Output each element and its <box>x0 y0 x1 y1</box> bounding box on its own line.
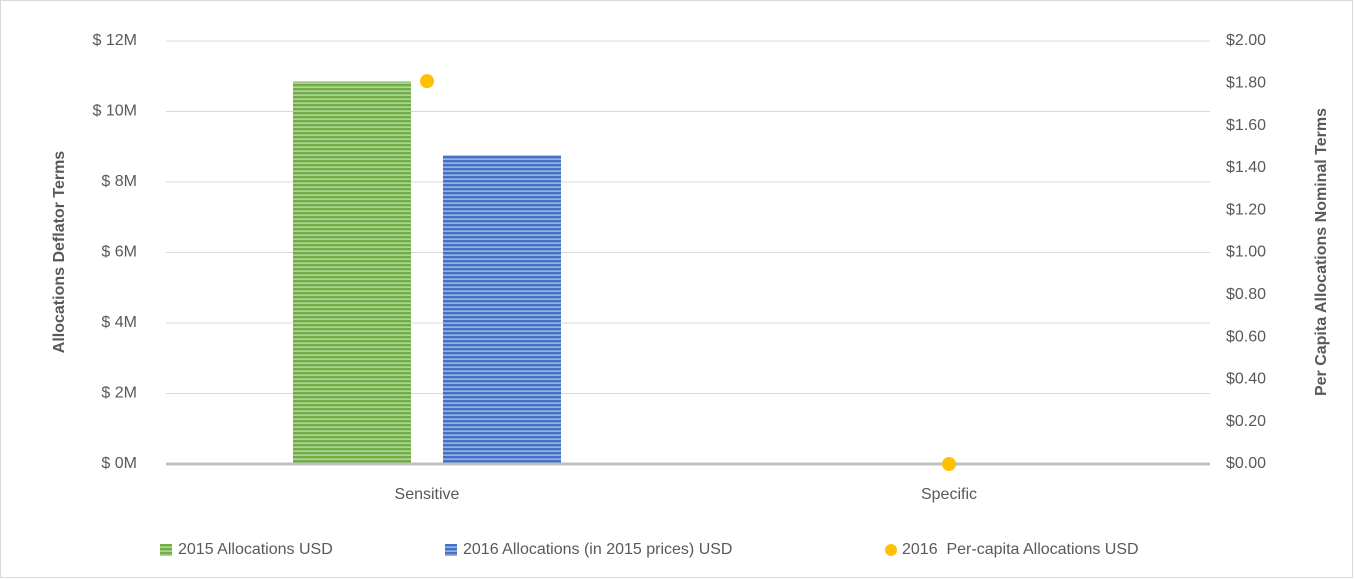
bar <box>293 81 411 464</box>
y2-axis-title: Per Capita Allocations Nominal Terms <box>1313 108 1330 396</box>
x-tick-label: Sensitive <box>395 486 460 503</box>
y2-tick-label: $0.20 <box>1226 413 1266 430</box>
y2-tick-label: $0.40 <box>1226 371 1266 388</box>
y-tick-label: $ 8M <box>101 173 137 190</box>
y2-tick-label: $1.00 <box>1226 244 1266 261</box>
point <box>942 457 956 471</box>
y2-tick-label: $2.00 <box>1226 32 1266 49</box>
y2-tick-label: $1.80 <box>1226 75 1266 92</box>
legend-label: 2016 Per-capita Allocations USD <box>902 541 1139 558</box>
y-tick-label: $ 0M <box>101 455 137 472</box>
bar <box>443 155 561 464</box>
legend-marker <box>445 544 457 556</box>
y2-tick-label: $0.60 <box>1226 328 1266 345</box>
y-axis-title: Allocations Deflator Terms <box>51 151 68 354</box>
y2-tick-label: $0.00 <box>1226 455 1266 472</box>
y-tick-label: $ 12M <box>93 32 137 49</box>
y-tick-label: $ 10M <box>93 103 137 120</box>
legend-label: 2015 Allocations USD <box>178 541 333 558</box>
y2-tick-label: $1.40 <box>1226 159 1266 176</box>
y2-tick-label: $0.80 <box>1226 286 1266 303</box>
y-tick-label: $ 2M <box>101 385 137 402</box>
y2-tick-label: $1.60 <box>1226 117 1266 134</box>
legend-label: 2016 Allocations (in 2015 prices) USD <box>463 541 732 558</box>
x-tick-label: Specific <box>921 486 977 503</box>
legend-marker <box>160 544 172 556</box>
legend-marker <box>885 544 897 556</box>
y-tick-label: $ 4M <box>101 314 137 331</box>
y-tick-label: $ 6M <box>101 244 137 261</box>
point <box>420 74 434 89</box>
y2-tick-label: $1.20 <box>1226 201 1266 218</box>
